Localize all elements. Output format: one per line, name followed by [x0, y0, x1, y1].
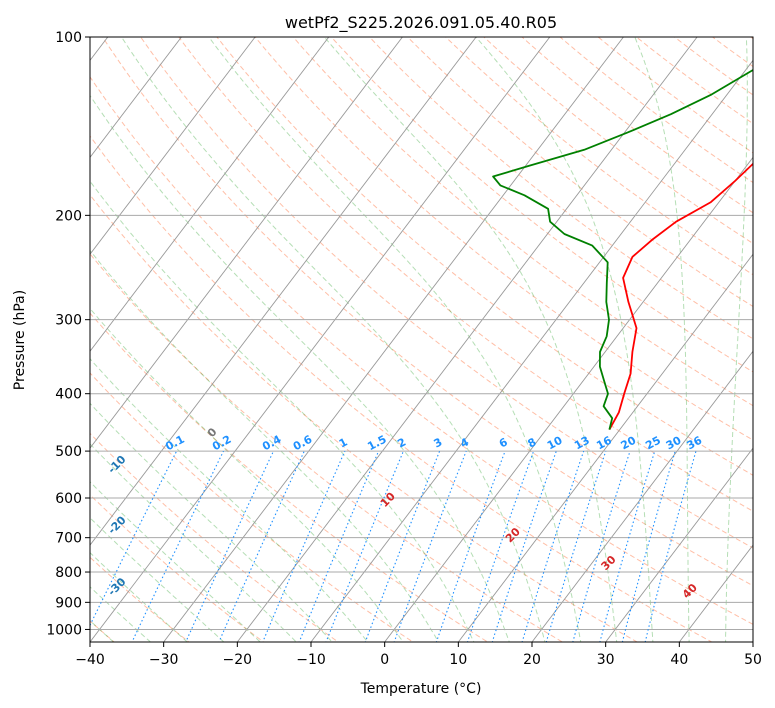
- mixing-ratio-label: 25: [643, 434, 663, 453]
- x-axis-label: Temperature (°C): [360, 681, 482, 697]
- y-tick-label: 300: [55, 313, 82, 329]
- isotherm-line: [457, 253, 753, 642]
- mixing-ratio-label: 36: [685, 434, 705, 453]
- moist-adiabat-line: [208, 37, 582, 642]
- dry-adiabat-line: [90, 253, 564, 642]
- x-tick-label: −10: [296, 652, 326, 668]
- moist-adiabat-line: [725, 37, 748, 642]
- mixing-ratio-label: 16: [594, 434, 614, 453]
- dry-adiabat-line: [292, 37, 753, 407]
- mixing-ratio-line: [325, 450, 404, 642]
- moist-adiabat-line: [90, 402, 333, 642]
- isotherm-line: [310, 59, 753, 642]
- moist-adiabat-line: [90, 307, 404, 642]
- axis-ticks: −40 −30 −20 −10 0 10 20 30 40 50 100 200 300 400 500 60…: [46, 30, 762, 668]
- x-tick-label: −20: [223, 652, 253, 668]
- y-tick-label: 100: [55, 30, 82, 46]
- dry-adiabat-line: [90, 75, 753, 625]
- mixing-ratio-label: 10: [545, 434, 565, 453]
- x-tick-label: 50: [744, 652, 762, 668]
- moist-adiabat-line: [90, 180, 475, 642]
- dry-adiabats: [90, 37, 753, 642]
- mixing-ratio-label: 13: [572, 434, 592, 453]
- isotherm-line: [384, 156, 753, 642]
- mixing-ratio-line: [644, 450, 697, 642]
- mixing-ratio-line: [131, 450, 224, 642]
- dry-adiabat-line: [368, 37, 753, 340]
- dry-adiabat-line: [90, 135, 713, 642]
- moist-adiabat-line: [121, 37, 546, 642]
- isotherm-line: [90, 37, 551, 642]
- mixing-ratio-line: [298, 450, 380, 642]
- dewpoint-profile-line: [492, 68, 753, 430]
- mixing-ratio-label: 20: [619, 434, 639, 453]
- y-tick-label: 700: [55, 531, 82, 547]
- moist-adiabat-line: [90, 481, 261, 642]
- profiles: [492, 68, 753, 431]
- isotherm-line: [90, 37, 403, 449]
- x-tick-label: 30: [597, 652, 615, 668]
- mixing-ratio-line: [621, 450, 676, 642]
- dry-adiabat-line: [330, 37, 753, 373]
- y-tick-label: 800: [55, 565, 82, 581]
- isotherm-line: [605, 447, 753, 642]
- mixing-ratio-line: [466, 450, 535, 642]
- isotherm-line: [90, 37, 256, 256]
- y-axis-label: Pressure (hPa): [12, 290, 28, 390]
- x-tick-label: 20: [523, 652, 541, 668]
- isotherm-line: [236, 37, 698, 642]
- dry-adiabat-line: [90, 194, 639, 642]
- mixing-ratio-line: [262, 450, 346, 642]
- moist-adiabat-line: [90, 249, 440, 642]
- dry-adiabat-line: [254, 37, 753, 441]
- dry-adiabat-line: [90, 372, 414, 642]
- y-tick-label: 900: [55, 595, 82, 611]
- dry-adiabat-line: [178, 37, 753, 512]
- isotherm-line: [90, 37, 330, 352]
- mixing-ratio-lines: [90, 450, 697, 642]
- moist-adiabat-line: [90, 443, 298, 642]
- isotherm-line: [163, 37, 624, 642]
- mixing-ratio-line: [599, 450, 656, 642]
- temperature-profile-line: [608, 162, 753, 431]
- y-tick-label: 200: [55, 208, 82, 224]
- dry-adiabat-line: [483, 37, 753, 245]
- moist-adiabat-line: [475, 37, 654, 642]
- y-tick-label: 600: [55, 491, 82, 507]
- moist-adiabat-line: [323, 37, 618, 642]
- mixing-ratio-label: 30: [664, 434, 684, 453]
- isotherm-line: [531, 350, 753, 642]
- isotherm-line: [90, 37, 182, 159]
- x-tick-label: 10: [449, 652, 467, 668]
- dry-adiabat-line: [101, 37, 753, 587]
- x-tick-label: −40: [75, 652, 105, 668]
- isotherm-line: [90, 37, 477, 546]
- x-tick-label: −30: [149, 652, 179, 668]
- mixing-ratio-line: [491, 450, 557, 642]
- x-tick-label: 40: [670, 652, 688, 668]
- chart-title: wetPf2_S225.2026.091.05.40.R05: [285, 13, 557, 33]
- x-tick-label: 0: [380, 652, 389, 668]
- isotherms: [90, 37, 753, 642]
- y-tick-label: 500: [55, 444, 82, 460]
- dry-adiabat-line: [559, 37, 753, 184]
- plot-frame: [89, 36, 754, 643]
- mixing-ratio-line: [572, 450, 631, 642]
- y-tick-label: 400: [55, 387, 82, 403]
- moist-adiabats: [90, 37, 748, 642]
- dry-adiabat-line: [90, 312, 489, 642]
- moist-adiabat-line: [634, 37, 690, 642]
- dry-adiabat-line: [597, 37, 753, 154]
- y-tick-label: 1000: [46, 622, 82, 638]
- dry-adiabat-line: [216, 37, 753, 476]
